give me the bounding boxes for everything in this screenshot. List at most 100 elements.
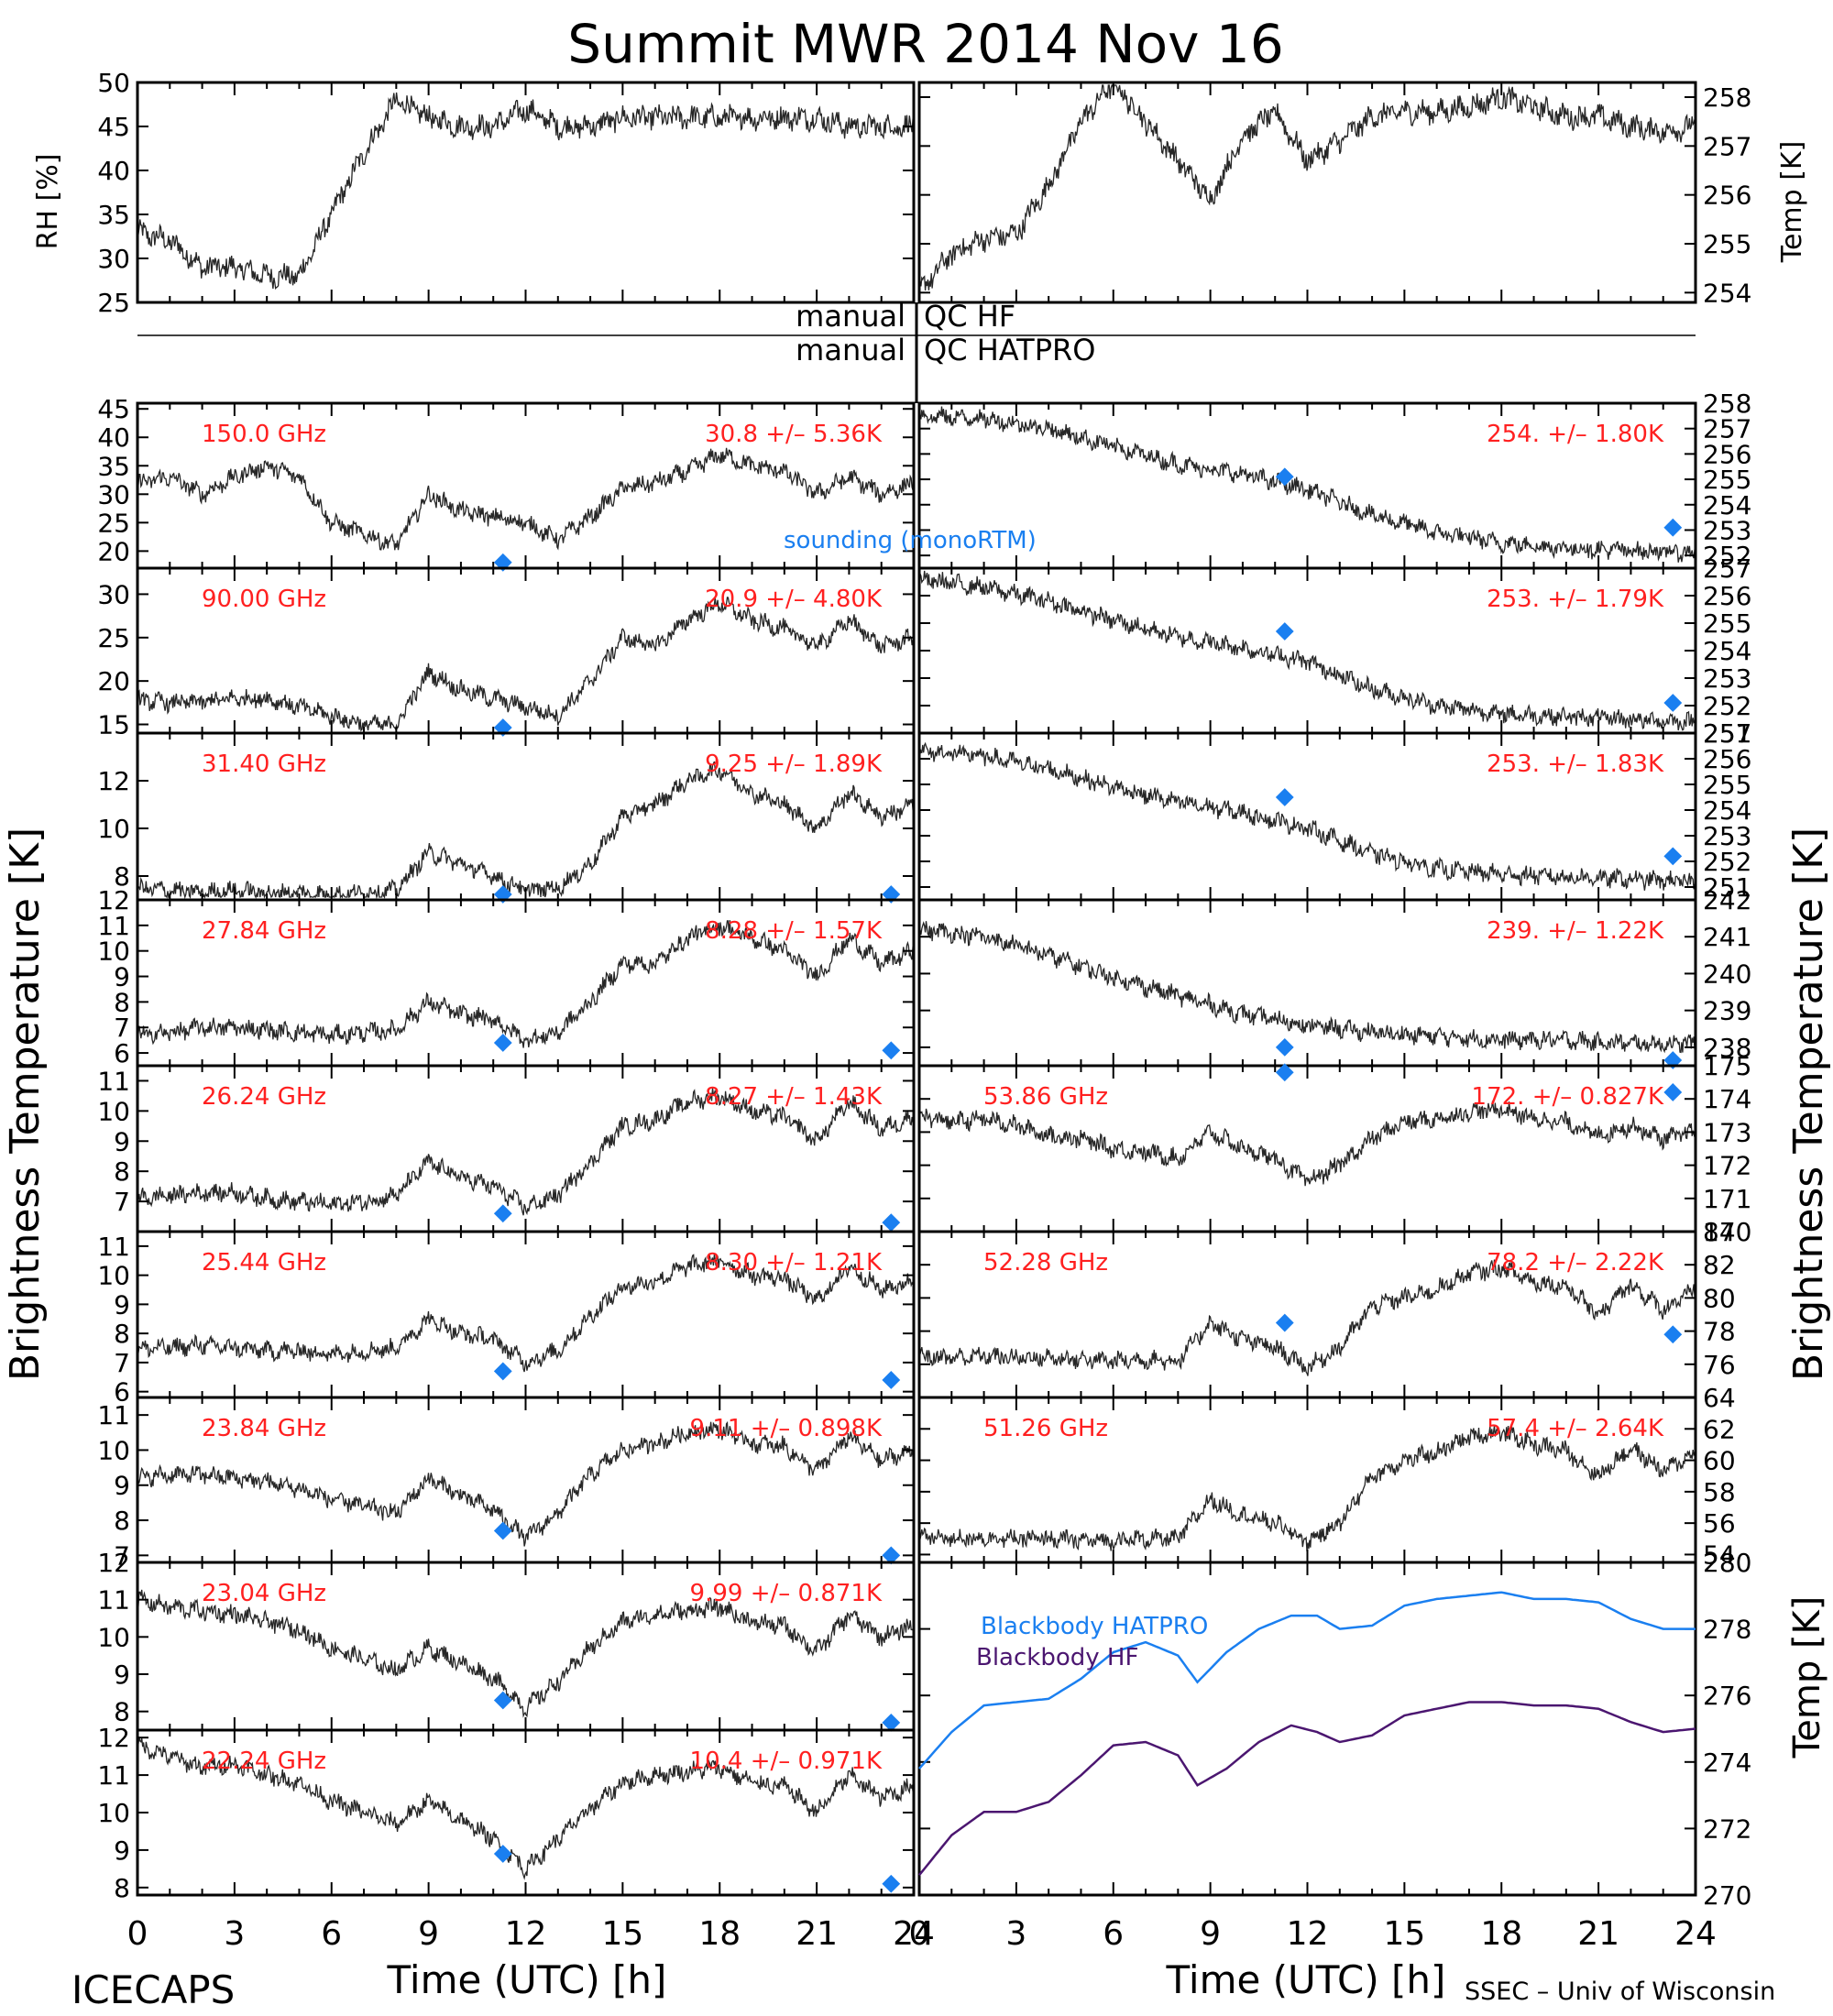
x-tick-label: 9 [1200,1915,1221,1953]
y-tick-label: 80 [1703,1283,1736,1313]
y-tick-label: 50 [97,68,130,98]
sounding-marker [882,1041,901,1060]
y-tick-label: 171 [1703,1184,1751,1214]
freq-label: 150.0 GHz [202,421,326,448]
y-tick-label: 270 [1703,1880,1751,1911]
sounding-marker [493,1521,512,1540]
y-tick-label: 10 [97,1435,130,1465]
freq-label: 22.24 GHz [202,1748,326,1775]
ylabel-rh: RH [%] [32,154,64,250]
x-tick-label: 15 [601,1915,643,1953]
ylabel-left: Brightness Temperature [K] [2,827,49,1381]
y-tick-label: 35 [97,451,130,481]
y-tick-label: 12 [97,1723,130,1753]
y-tick-label: 78 [1703,1317,1736,1347]
stat-label: 57.4 +/– 2.64K [1487,1415,1664,1442]
y-tick-label: 30 [97,579,130,609]
y-tick-label: 25 [97,508,130,538]
panel-c2384: 7 8 9 10 11 23.84 GHz 9.11 +/– 0.898K [97,1396,916,1571]
freq-label: 23.84 GHz [202,1415,326,1442]
stat-label: 30.8 +/– 5.36K [705,421,883,448]
y-tick-label: 257 [1703,553,1751,584]
sounding-marker [882,1546,901,1565]
y-tick-label: 252 [1703,691,1751,721]
trace-line [918,741,1696,891]
y-tick-label: 274 [1703,1748,1751,1778]
y-tick-label: 253 [1703,663,1751,694]
qc-label-manual-hatpro: manual [796,333,906,367]
y-tick-label: 255 [1703,770,1751,800]
trace-line [137,92,915,290]
y-tick-label: 56 [1703,1508,1736,1539]
y-tick-label: 252 [1703,541,1751,571]
legend-bb-hatpro: Blackbody HATPRO [981,1613,1208,1640]
y-tick-label: 170 [1703,1217,1751,1247]
y-tick-label: 8 [114,987,130,1017]
y-tick-label: 7 [114,1187,130,1217]
sounding-marker [1275,788,1294,806]
sounding-marker [493,1034,512,1052]
y-tick-label: 7 [114,1540,130,1571]
y-tick-label: 239 [1703,996,1751,1026]
y-tick-label: 8 [114,1156,130,1187]
stat-label: 78.2 +/– 2.22K [1487,1249,1664,1276]
trace-line [918,84,1696,290]
y-tick-label: 25 [97,288,130,318]
y-tick-label: 257 [1703,414,1751,444]
xlabel-left: Time (UTC) [h] [387,1957,667,2002]
y-tick-label: 175 [1703,1051,1751,1081]
rh-panel: 25 30 35 40 45 50 [97,68,916,318]
trace-line [137,1253,915,1373]
stat-label: 20.9 +/– 4.80K [705,586,883,613]
y-tick-label: 11 [97,1066,130,1096]
x-tick-label: 9 [418,1915,439,1953]
y-tick-label: 256 [1703,744,1751,774]
y-tick-label: 35 [97,200,130,230]
x-tick-label: 12 [1287,1915,1329,1953]
y-tick-label: 12 [97,766,130,796]
trace-line [137,920,915,1048]
y-tick-label: 20 [97,536,130,566]
y-tick-label: 6 [114,1038,130,1068]
y-tick-label: 64 [1703,1383,1736,1413]
trace-line [918,570,1696,731]
sounding-marker [1275,1313,1294,1332]
y-tick-label: 8 [114,1506,130,1536]
trace-line [918,921,1696,1054]
trace-line [137,1737,915,1880]
y-tick-label: 25 [97,623,130,653]
sounding-marker [1663,847,1683,866]
sounding-marker [493,1845,512,1863]
y-tick-label: 278 [1703,1615,1751,1645]
y-tick-label: 251 [1703,718,1751,749]
y-tick-label: 7 [114,1013,130,1043]
panel-frame [136,81,916,304]
y-tick-label: 10 [97,1622,130,1652]
ylabel-right: Brightness Temperature [K] [1785,827,1832,1381]
stat-label: 253. +/– 1.83K [1487,751,1664,778]
y-tick-label: 30 [97,244,130,274]
y-tick-label: 10 [97,814,130,844]
freq-label: 52.28 GHz [983,1249,1108,1276]
y-tick-label: 172 [1703,1151,1751,1181]
sounding-marker [882,1371,901,1389]
y-tick-label: 10 [97,1261,130,1291]
sounding-marker [882,1874,901,1893]
sounding-marker [1663,1083,1683,1101]
y-tick-label: 76 [1703,1350,1736,1380]
ylabel-temp: Temp [K] [1776,141,1808,264]
y-tick-label: 9 [114,1660,130,1690]
x-tick-label: 6 [1103,1915,1124,1953]
stat-label: 239. +/– 1.22K [1487,917,1664,945]
x-tick-label: 12 [505,1915,547,1953]
trace-line [137,597,915,732]
x-tick-label: 24 [893,1915,935,1953]
y-tick-label: 10 [97,1096,130,1126]
y-tick-label: 20 [97,666,130,696]
ylabel-bb-temp: Temp [K] [1786,1596,1828,1759]
